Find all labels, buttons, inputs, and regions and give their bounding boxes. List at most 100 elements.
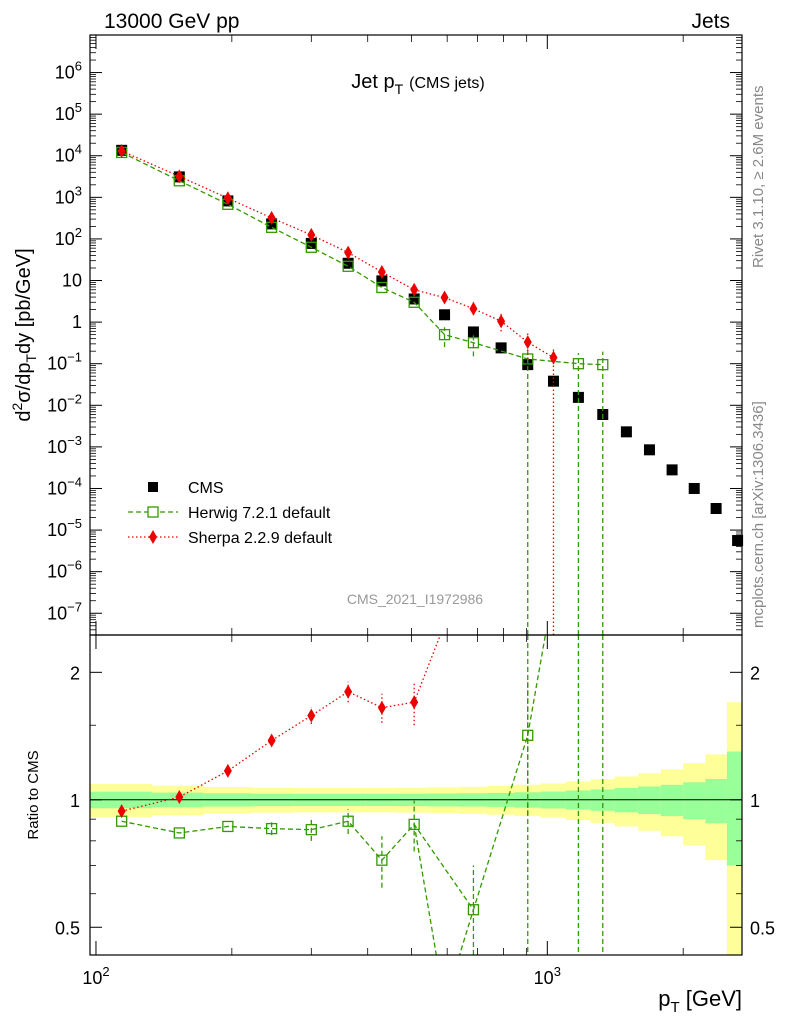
data-point-herwig	[467, 337, 480, 349]
ratio-point-sherpa	[344, 684, 353, 699]
data-point-cms	[408, 293, 420, 305]
ratio-offscale-line-herwig	[413, 824, 437, 955]
ylabel-end: dy [pb/GeV]	[13, 248, 35, 354]
chart-title-main: Jet p	[351, 71, 394, 93]
ratio-data-layer	[90, 635, 743, 955]
ratio-offscale-line-sherpa	[413, 635, 441, 703]
data-point-sherpa	[440, 290, 449, 305]
ratio-offscale-line-herwig	[458, 909, 475, 955]
data-point-sherpa	[523, 335, 532, 350]
data-point-cms	[620, 426, 632, 438]
ylabel-sub: T	[23, 354, 39, 363]
ratio-axis-ticks: 0.5 0.5 1 1 2 2 102 103	[55, 635, 775, 988]
ratio-y-tick-label-right-1: 1	[750, 791, 760, 811]
legend-item-herwig: Herwig 7.2.1 default	[128, 505, 331, 522]
legend-marker-cms	[148, 482, 158, 492]
ratio-point-herwig	[265, 822, 278, 835]
ratio-y-tick-label-left-0: 0.5	[55, 918, 80, 938]
ratio-y-tick-label-left-2: 2	[70, 663, 80, 683]
data-point-cms	[495, 342, 507, 354]
uncertainty-band-inner	[638, 786, 662, 815]
ratio-point-herwig	[467, 904, 480, 916]
x-axis-label: pT [GeV]	[658, 986, 742, 1016]
xlabel-unit: [GeV]	[680, 986, 742, 1011]
y-tick-label-10: 103	[55, 183, 82, 207]
data-point-herwig	[438, 328, 451, 341]
data-point-herwig	[408, 296, 420, 308]
data-point-sherpa	[344, 245, 353, 260]
data-point-sherpa	[267, 210, 276, 225]
main-axis-ticks: 10−7 10−6 10−5 10−4 10−3 10−2 10−1 1 10 102 103 104…	[47, 34, 742, 636]
y-tick-label-11: 104	[55, 142, 82, 166]
data-point-sherpa	[223, 191, 232, 206]
main-plot-panel: 10−7 10−6 10−5 10−4 10−3 10−2 10−1 1 10 102 103 104…	[9, 34, 744, 636]
ylabel-sup: 2	[9, 403, 25, 411]
y-tick-label-12: 105	[55, 100, 82, 124]
data-point-sherpa	[497, 314, 506, 329]
legend-marker-sherpa	[149, 530, 157, 544]
uncertainty-band-inner	[705, 778, 728, 824]
y-tick-label-13: 106	[55, 59, 82, 83]
ratio-point-herwig	[376, 854, 388, 866]
ratio-line-sherpa	[121, 690, 415, 812]
data-point-sherpa	[549, 350, 558, 365]
data-point-sherpa	[175, 169, 184, 184]
uncertainty-band-inner	[726, 751, 743, 866]
ratio-offscale-line-herwig	[527, 635, 547, 736]
ratio-line-herwig	[121, 735, 529, 912]
ratio-point-sherpa	[410, 695, 419, 710]
category-label: Jets	[691, 10, 730, 33]
mcplots-label: mcplots.cern.ch [arXiv:1306.3436]	[750, 401, 767, 628]
ratio-point-herwig	[342, 815, 354, 827]
xlabel-sub: T	[670, 999, 679, 1016]
ratio-y-axis-label: Ratio to CMS	[25, 750, 42, 839]
uncertainty-band-inner	[660, 784, 684, 817]
ratio-point-herwig	[408, 818, 420, 830]
series-line-herwig	[121, 151, 603, 366]
data-point-cms	[732, 535, 744, 547]
y-tick-label-6: 10−1	[47, 350, 82, 374]
uncertainty-band-inner	[683, 782, 706, 820]
data-point-cms	[305, 237, 317, 249]
data-point-herwig	[342, 260, 354, 272]
data-point-herwig	[597, 358, 609, 371]
ratio-y-tick-label-right-0: 0.5	[750, 918, 775, 938]
y-tick-label-4: 10−3	[47, 433, 82, 457]
chart-title-subscript: T	[395, 81, 404, 97]
ylabel-d: d	[13, 411, 35, 422]
ratio-y-tick-label-right-2: 2	[750, 663, 760, 683]
data-point-sherpa	[410, 282, 419, 297]
data-point-herwig	[376, 281, 388, 294]
ratio-point-herwig	[173, 827, 185, 839]
ratio-point-herwig	[305, 824, 317, 836]
data-point-cms	[522, 359, 534, 371]
data-point-cms	[342, 257, 354, 269]
data-point-sherpa	[307, 227, 316, 242]
x-tick-label-0: 102	[82, 964, 109, 988]
y-tick-label-8: 10	[62, 271, 82, 291]
ylabel-mid: σ/dp	[13, 363, 35, 403]
legend-item-cms: CMS	[148, 480, 224, 497]
energy-label: 13000 GeV pp	[104, 10, 239, 33]
xlabel-p: p	[658, 986, 670, 1011]
data-point-cms	[467, 326, 479, 338]
y-tick-label-3: 10−4	[47, 474, 82, 498]
data-point-cms	[572, 391, 584, 403]
y-tick-label-0: 10−7	[47, 599, 82, 623]
y-tick-label-7: 1	[72, 312, 82, 332]
ratio-point-sherpa	[223, 763, 232, 778]
chart-title: Jet pT (CMS jets)	[351, 71, 484, 97]
main-data-layer	[116, 144, 744, 635]
data-point-herwig	[305, 241, 317, 253]
ratio-plot-panel: 0.5 0.5 1 1 2 2 102 103 Ratio to CMS pT [GeV]	[25, 634, 775, 1016]
y-tick-label-1: 10−6	[47, 558, 82, 582]
legend-marker-herwig	[147, 506, 159, 518]
data-point-herwig	[572, 358, 585, 370]
y-tick-label-2: 10−5	[47, 516, 82, 540]
ratio-y-tick-label-left-1: 1	[70, 791, 80, 811]
data-point-sherpa	[469, 301, 478, 316]
data-point-sherpa	[377, 265, 386, 280]
analysis-watermark: CMS_2021_I1972986	[347, 591, 483, 607]
y-axis-label: d2σ/dpTdy [pb/GeV]	[9, 248, 39, 421]
